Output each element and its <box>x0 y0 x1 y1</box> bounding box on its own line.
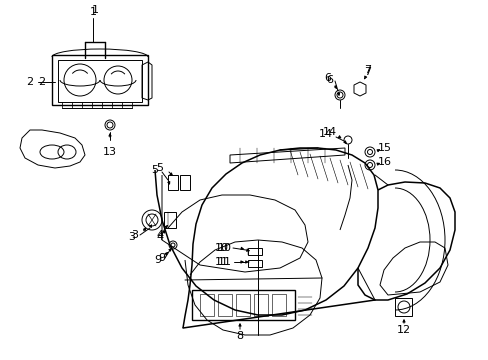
Text: 9: 9 <box>158 253 165 263</box>
Text: 3: 3 <box>131 230 138 240</box>
Text: 8: 8 <box>236 331 243 341</box>
Text: 2: 2 <box>26 77 34 87</box>
Text: 10: 10 <box>218 243 231 253</box>
Text: 13: 13 <box>103 147 117 157</box>
Text: 4: 4 <box>156 232 163 242</box>
Text: 16: 16 <box>377 157 391 167</box>
Text: 5: 5 <box>151 165 158 175</box>
Text: 1: 1 <box>89 7 96 17</box>
Text: 10: 10 <box>215 243 228 253</box>
Text: 6: 6 <box>324 73 331 83</box>
Text: 14: 14 <box>322 127 336 137</box>
Text: 15: 15 <box>377 143 391 153</box>
Text: 7: 7 <box>364 65 371 75</box>
Text: 1: 1 <box>91 5 98 15</box>
Text: 5: 5 <box>156 163 163 173</box>
Text: 6: 6 <box>326 75 333 85</box>
Text: 4: 4 <box>156 230 163 240</box>
Text: 7: 7 <box>364 67 371 77</box>
Text: 14: 14 <box>318 129 332 139</box>
Text: 12: 12 <box>396 325 410 335</box>
Text: 9: 9 <box>154 255 161 265</box>
Text: 11: 11 <box>218 257 231 267</box>
Text: 11: 11 <box>215 257 228 267</box>
Text: 2: 2 <box>39 77 45 87</box>
Text: 3: 3 <box>128 232 135 242</box>
